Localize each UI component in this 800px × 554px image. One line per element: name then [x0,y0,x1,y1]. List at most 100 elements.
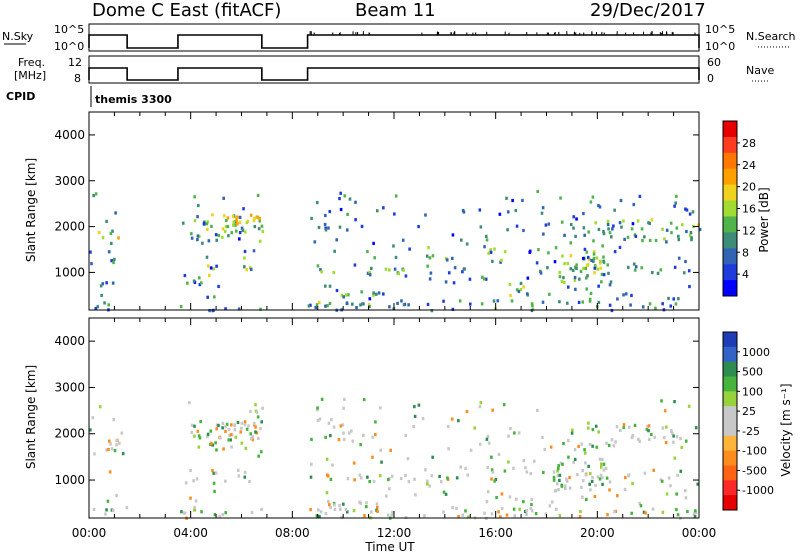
velocity-cell [413,477,416,481]
power-cell [335,238,339,242]
velocity-cell [607,443,611,448]
power-cell [641,305,645,309]
velocity-cell [206,435,209,439]
power-cell [592,250,596,254]
power-cell [368,273,372,277]
velocity-cell [320,397,324,401]
power-cell [340,293,344,297]
velocity-cell [500,492,504,496]
velocity-cell [663,409,667,413]
power-cell [592,256,596,261]
velocity-cell [115,443,118,447]
power-cell [592,252,596,256]
velocity-cell [316,406,319,410]
power-cell [368,297,372,301]
velocity-cell [243,423,247,427]
velocity-cell [613,510,616,514]
power-cell [393,212,396,216]
velocity-cell [602,468,606,472]
velocity-cell [257,436,260,440]
velocity-cell [544,512,548,516]
power-cell [588,297,592,301]
velocity-cell [486,465,490,470]
velocity-cell [329,434,332,438]
power-cell [348,197,352,201]
power-panel-frame [88,111,700,311]
velocity-cell [489,455,493,459]
velocity-cell [372,479,376,484]
power-cell [677,297,680,301]
velocity-cell [315,514,319,518]
velocity-cell [529,471,533,476]
power-colorbar-swatch [723,248,737,265]
velocity-cell [380,460,383,464]
velocity-cell [342,437,346,442]
power-cell [360,302,364,306]
power-cell [690,238,693,242]
velocity-colorbar-swatch [723,421,737,437]
velocity-cell [325,473,329,477]
velocity-cell [406,457,410,461]
power-cell [673,204,676,208]
velocity-cell [359,476,363,480]
velocity-cell [446,476,449,480]
power-cell [94,306,98,311]
power-cell [579,269,583,273]
power-cell [207,239,211,243]
velocity-cell [442,490,446,494]
velocity-cell [245,427,249,431]
velocity-cell [502,403,506,407]
power-cell [640,266,644,270]
power-cell [684,259,687,264]
velocity-cell [485,437,489,441]
power-cell [643,235,646,239]
velocity-cell [505,513,509,517]
power-cell [101,282,105,286]
power-cell [623,237,626,241]
velocity-cell [599,465,603,469]
velocity-cell [229,433,233,437]
power-cell [616,297,619,301]
velocity-cell [189,496,192,500]
power-cell [217,233,221,238]
velocity-cell [490,468,494,472]
power-cell [685,208,689,212]
power-cell [451,307,455,311]
power-cell [589,200,593,204]
velocity-cell [486,434,490,439]
velocity-cell [577,444,580,449]
power-cell [674,201,677,205]
power-cell [367,303,371,307]
velocity-cell [598,457,602,461]
power-cell [196,234,200,238]
power-cell [400,299,403,303]
power-cell [397,272,400,276]
power-cell [582,266,585,270]
power-cell [242,207,245,211]
velocity-cell [364,505,368,509]
power-cell [626,235,630,239]
velocity-cell [529,506,533,511]
power-cell [560,279,564,284]
velocity-cell [483,511,486,515]
power-cell [509,293,512,298]
velocity-cell [464,509,467,513]
power-cell [461,270,464,274]
velocity-cell [558,514,562,518]
velocity-cell [571,428,574,432]
power-cell [226,224,230,229]
velocity-cell [523,509,527,514]
velocity-cell [561,462,564,466]
velocity-cell [687,404,691,408]
velocity-cell [180,510,183,514]
power-cell [236,222,239,226]
power-cell [669,304,673,308]
velocity-cell [676,513,680,517]
velocity-cell [576,473,579,477]
power-cell [459,238,463,242]
power-cell [575,266,578,271]
velocity-cell [221,426,224,430]
velocity-cell [591,444,594,448]
velocity-cell [212,481,216,485]
velocity-y-axis-label: Slant Range [km] [24,365,38,469]
